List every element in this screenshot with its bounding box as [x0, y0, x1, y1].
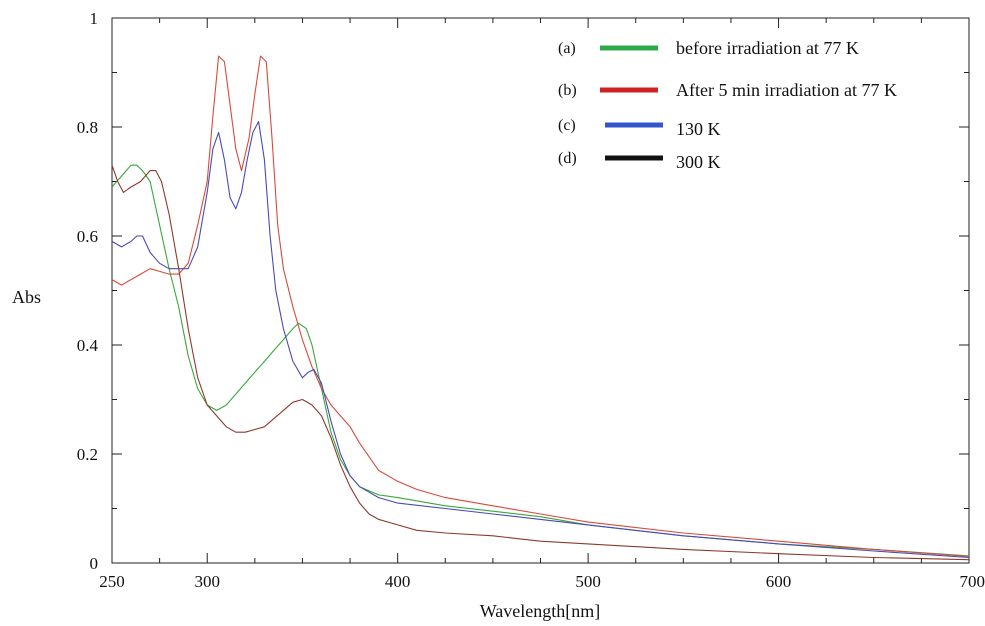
series-line-c	[111, 120, 970, 559]
x-tick-label: 700	[960, 572, 985, 591]
legend-label: After 5 min irradiation at 77 K	[676, 80, 897, 100]
y-tick-label: 0.6	[77, 227, 98, 246]
legend-label: 300 K	[676, 152, 721, 172]
axis-ticks	[111, 17, 970, 564]
y-tick-label: 0.2	[77, 445, 98, 464]
series-line-b	[111, 55, 970, 558]
y-tick-label: 1	[90, 9, 99, 28]
series-line-d	[111, 165, 970, 561]
x-tick-label: 500	[575, 572, 601, 591]
series-lines	[111, 55, 970, 561]
legend-tag: (d)	[558, 150, 577, 167]
x-tick-label: 600	[766, 572, 792, 591]
legend-tag: (c)	[558, 117, 576, 134]
y-tick-label: 0.4	[77, 336, 99, 355]
y-axis-title: Abs	[12, 287, 41, 307]
legend-tag: (b)	[558, 82, 577, 99]
legend-tag: (a)	[558, 40, 576, 57]
y-tick-label: 0	[90, 554, 99, 573]
x-tick-label: 400	[385, 572, 411, 591]
legend-label: 130 K	[676, 119, 721, 139]
legend: (a) before irradiation at 77 K (b) After 5 …	[558, 38, 897, 172]
x-tick-labels: 250 300 400 500 600 700	[99, 572, 985, 591]
y-tick-labels: 0 0.2 0.4 0.6 0.8 1	[77, 9, 99, 573]
x-axis-title: Wavelength[nm]	[480, 601, 601, 621]
x-tick-label: 300	[194, 572, 220, 591]
y-tick-label: 0.8	[77, 118, 98, 137]
series-line-a	[111, 164, 970, 557]
x-tick-label: 250	[99, 572, 125, 591]
legend-label: before irradiation at 77 K	[676, 38, 859, 58]
